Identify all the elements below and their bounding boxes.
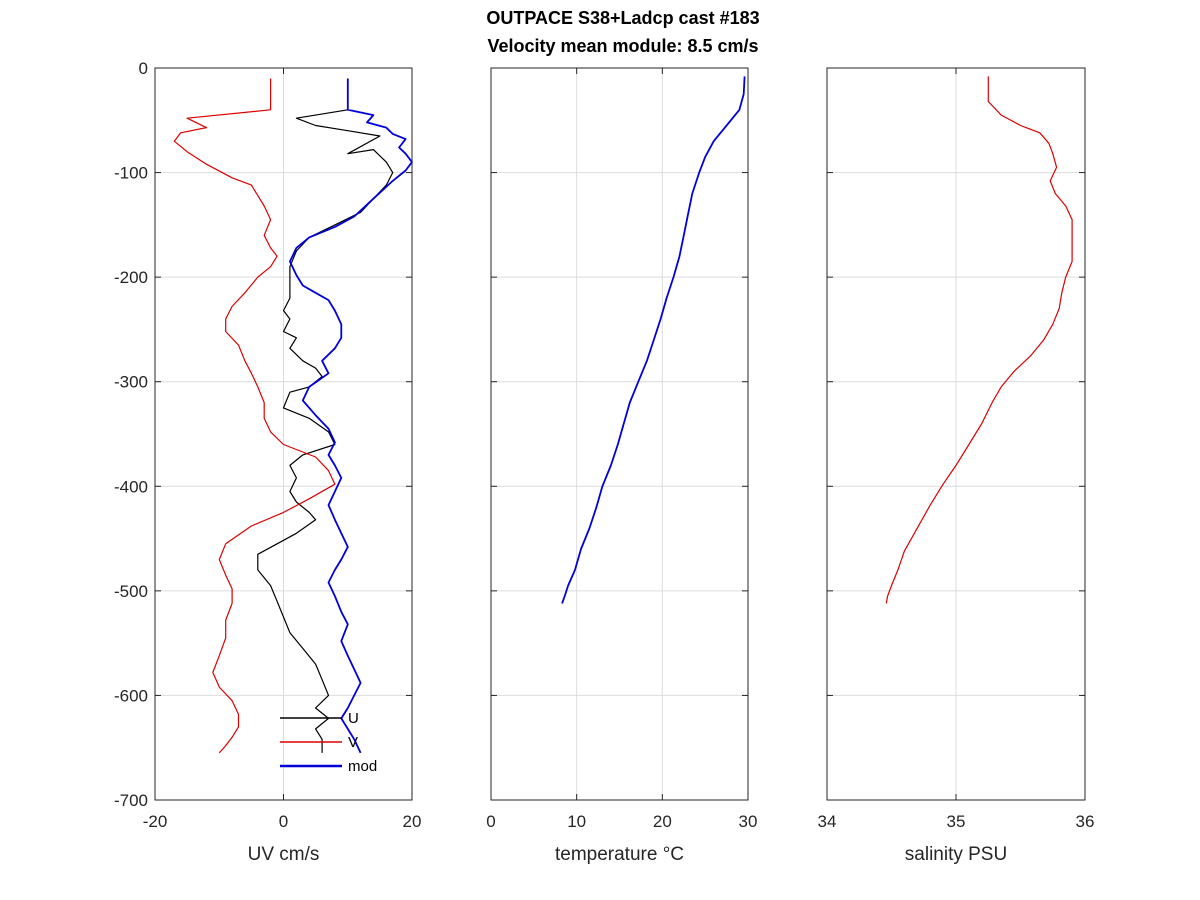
series-line-profile xyxy=(561,76,746,604)
legend-label-mod: mod xyxy=(348,758,377,775)
x-axis-label: salinity PSU xyxy=(905,844,1007,865)
y-tick-label: -100 xyxy=(114,164,148,183)
x-tick-label: 10 xyxy=(567,812,586,831)
figure-title-line2: Velocity mean module: 8.5 cm/s xyxy=(487,36,758,56)
x-tick-label: 0 xyxy=(486,812,495,831)
series-line-u xyxy=(257,78,394,753)
figure-title-line1: OUTPACE S38+Ladcp cast #183 xyxy=(486,8,759,28)
series-line-v xyxy=(173,78,336,754)
legend-label-u: U xyxy=(348,710,359,727)
y-tick-label: -500 xyxy=(114,582,148,601)
chart-panel-1: 0 10 20 30 temperature °C xyxy=(486,67,758,865)
y-tick-label: 0 xyxy=(139,59,148,78)
y-tick-label: -600 xyxy=(114,686,148,705)
y-tick-label: -400 xyxy=(114,477,148,496)
series-line-profile xyxy=(885,76,1073,604)
x-tick-label: 36 xyxy=(1076,812,1095,831)
x-axis-label: UV cm/s xyxy=(248,844,320,865)
y-tick-label: -200 xyxy=(114,268,148,287)
x-axis-label: temperature °C xyxy=(555,844,684,865)
x-tick-label: -20 xyxy=(143,812,168,831)
x-tick-label: 0 xyxy=(279,812,288,831)
x-tick-label: 20 xyxy=(653,812,672,831)
series-line-mod xyxy=(289,78,413,754)
y-tick-label: -300 xyxy=(114,373,148,392)
legend-label-v: V xyxy=(348,734,358,751)
x-tick-label: 35 xyxy=(947,812,966,831)
chart-panel-2: 34 35 36 salinity PSU xyxy=(818,67,1095,865)
x-tick-label: 34 xyxy=(818,812,837,831)
x-tick-label: 30 xyxy=(739,812,758,831)
x-tick-label: 20 xyxy=(403,812,422,831)
y-tick-label: -700 xyxy=(114,791,148,810)
axes-box xyxy=(490,67,749,801)
